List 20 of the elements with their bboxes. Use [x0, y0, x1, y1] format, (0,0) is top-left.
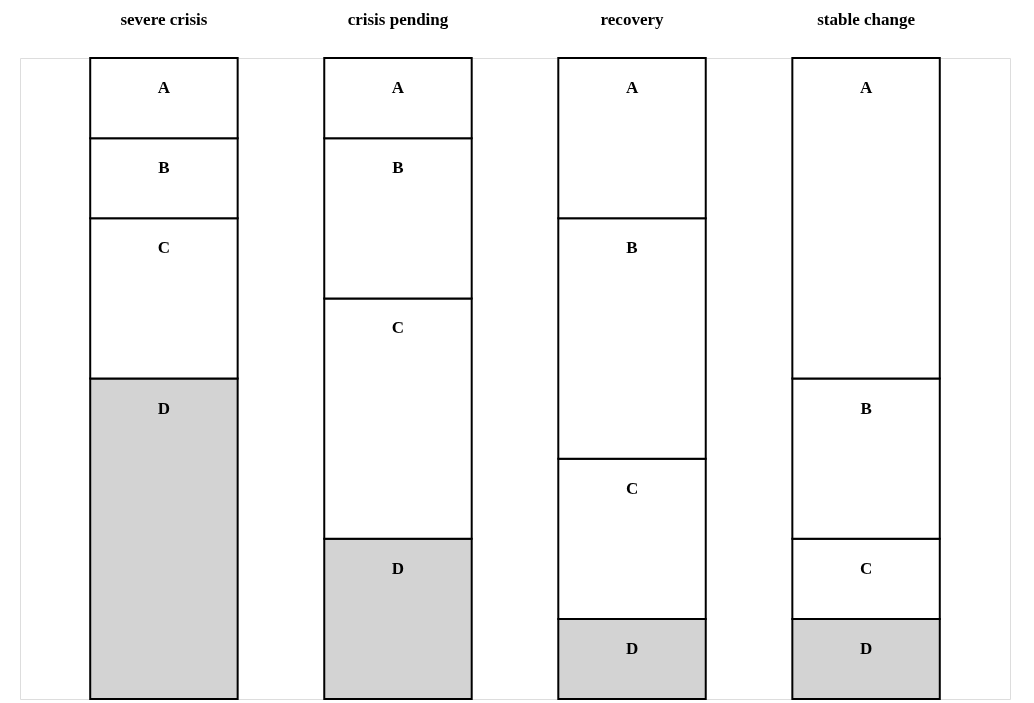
text: D [625, 638, 639, 658]
text: A [391, 78, 405, 97]
text: C [625, 478, 639, 498]
text: B [392, 158, 404, 178]
text: D [391, 558, 405, 578]
x-tick-label: stable change [817, 9, 916, 29]
series-label: D [157, 398, 171, 418]
x-tick-label: recovery [600, 9, 664, 29]
text: C [859, 558, 873, 578]
text: B [860, 398, 872, 418]
series-label: C [157, 238, 171, 258]
text: D [859, 638, 873, 658]
x-tick-label: severe crisis [120, 9, 208, 29]
text: A [625, 78, 639, 97]
text: C [391, 318, 405, 338]
x-tick-label: crisis pending [347, 9, 449, 29]
text: A [859, 78, 873, 97]
text: B [626, 238, 638, 258]
series-label: B [158, 158, 170, 178]
series-label: A [157, 78, 171, 97]
